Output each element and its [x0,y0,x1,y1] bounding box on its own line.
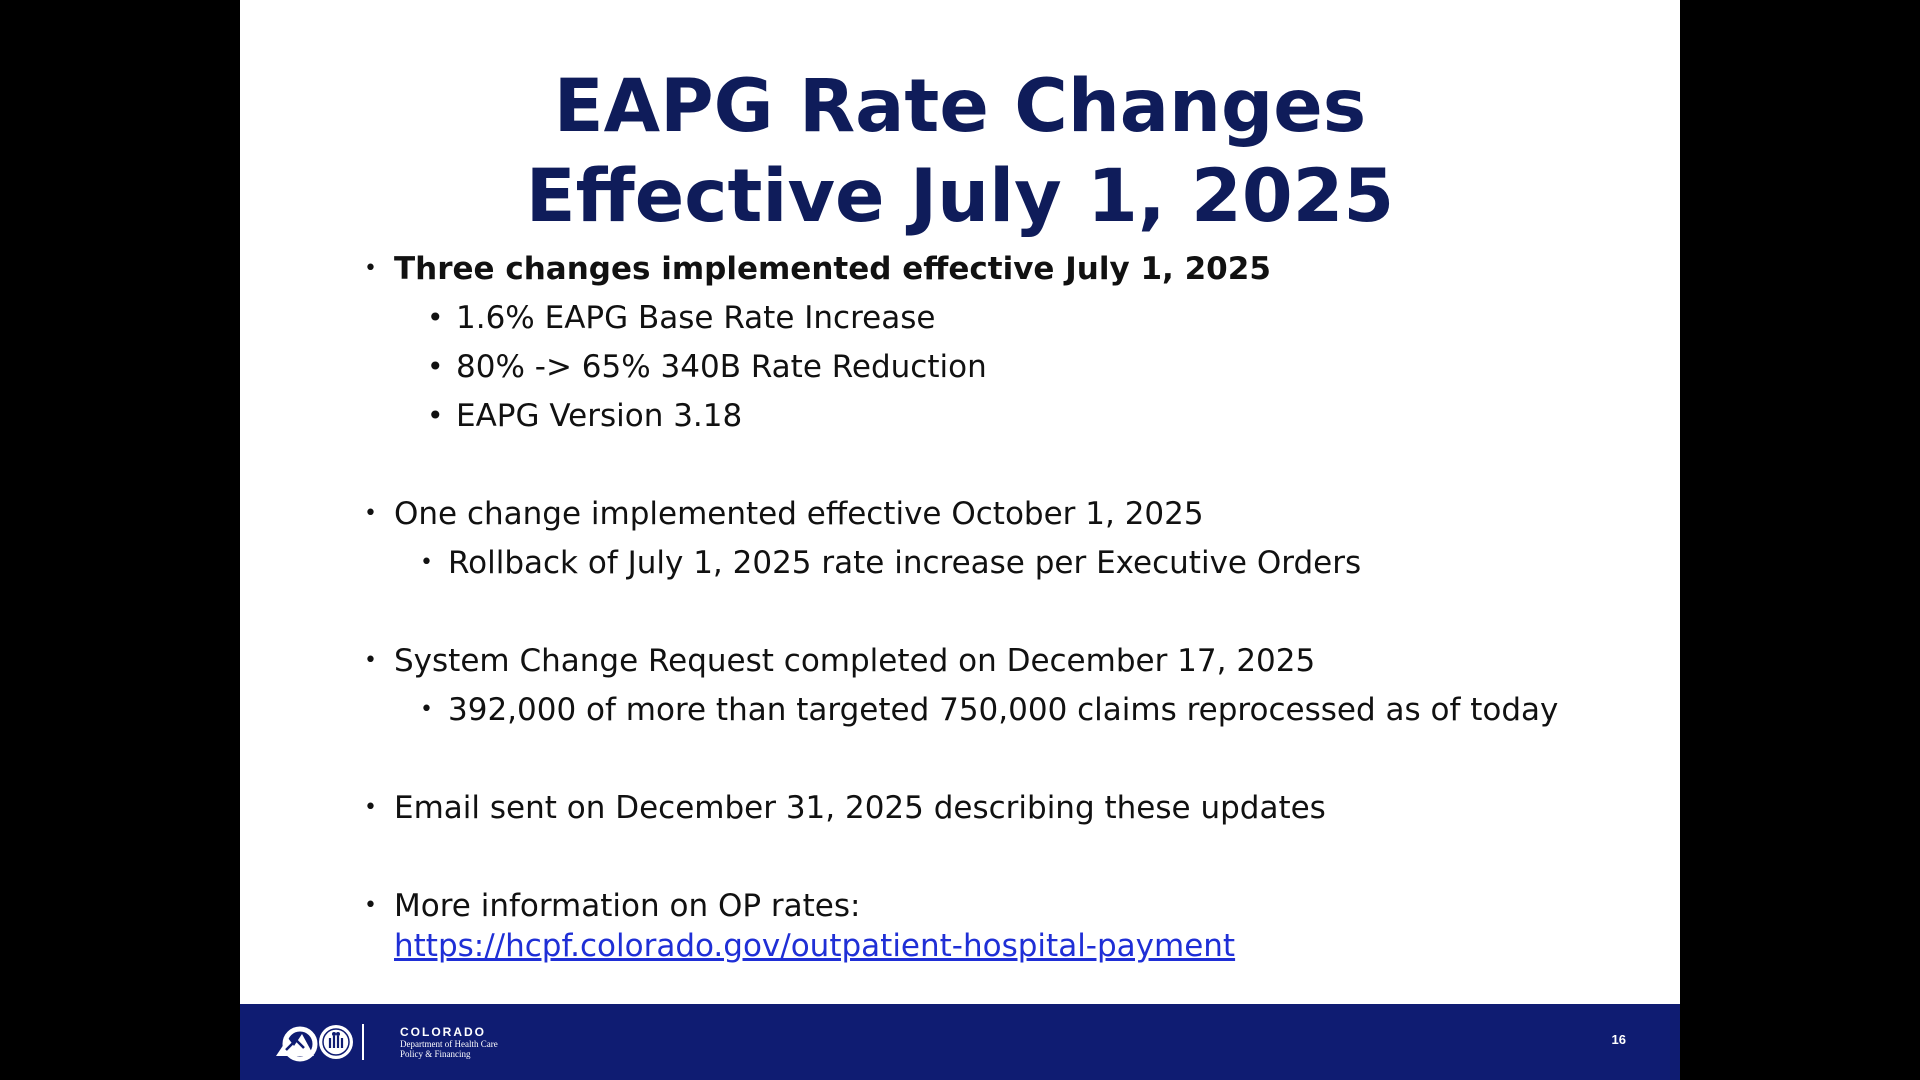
sub-bullet-dot: • [420,550,433,575]
bullet-1-sub-2: 80% -> 65% 340B Rate Reduction [456,349,987,385]
bullet-4-text: Email sent on December 31, 2025 describi… [394,790,1326,826]
sub-bullet-dot: • [427,301,444,334]
page-number: 16 [1611,1032,1626,1047]
bullet-dot: • [364,501,377,526]
bullet-2-text: One change implemented effective October… [394,496,1204,532]
colorado-hcpf-logo: COLORADO Department of Health Care Polic… [274,1020,534,1064]
slide-title: EAPG Rate Changes Effective July 1, 2025 [240,62,1680,242]
bullet-1-text: Three changes implemented effective July… [394,251,1271,287]
sub-bullet-dot: • [420,697,433,722]
bullet-dot: • [364,893,377,918]
bullet-3-text: System Change Request completed on Decem… [394,643,1316,679]
logo-text: COLORADO Department of Health Care Polic… [400,1025,498,1059]
bullet-5-text: More information on OP rates: [394,888,861,924]
sub-bullet-dot: • [427,350,444,383]
footer-bar: COLORADO Department of Health Care Polic… [240,1004,1680,1080]
bullet-1-sub-1: 1.6% EAPG Base Rate Increase [456,300,936,336]
bullet-dot: • [364,648,377,673]
logo-state: COLORADO [400,1025,486,1039]
logo-dept-line-2: Policy & Financing [400,1049,471,1059]
slide: EAPG Rate Changes Effective July 1, 2025… [240,0,1680,1080]
slide-title-line-1: EAPG Rate Changes [553,64,1367,149]
slide-title-line-2: Effective July 1, 2025 [525,154,1395,239]
logo-dept-line-1: Department of Health Care [400,1039,498,1049]
sub-bullet-dot: • [427,399,444,432]
bullet-dot: • [364,256,377,281]
colorado-logo-icon [276,1024,364,1062]
bullet-2-sub-1: Rollback of July 1, 2025 rate increase p… [448,545,1362,581]
bullet-dot: • [364,795,377,820]
bullet-list: • Three changes implemented effective Ju… [240,0,1680,1000]
bullet-3-sub-1: 392,000 of more than targeted 750,000 cl… [448,692,1559,728]
op-rates-link[interactable]: https://hcpf.colorado.gov/outpatient-hos… [394,928,1236,964]
bullet-1-sub-3: EAPG Version 3.18 [456,398,743,434]
